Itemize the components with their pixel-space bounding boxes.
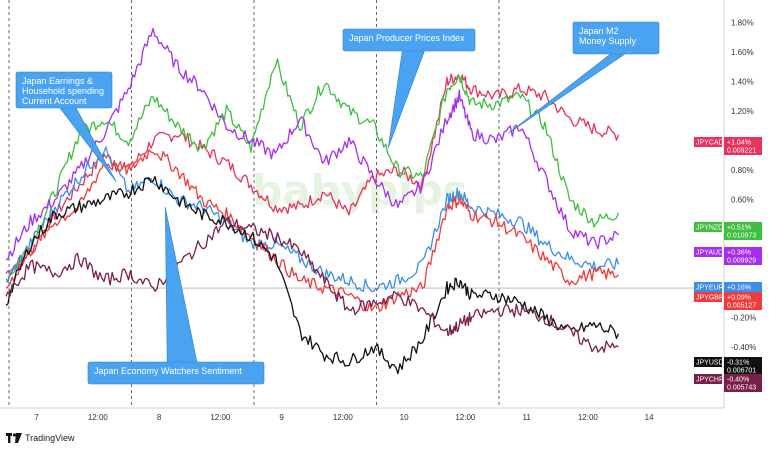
tag-change: -0.40% (727, 377, 749, 384)
x-tick-label: 8 (157, 413, 162, 422)
price-tag-jpyusd: JPYUSD -0.31%0.006701 (694, 357, 762, 375)
tag-price: 0.009221 (727, 148, 756, 155)
tag-symbol: JPYAUD (696, 250, 723, 257)
tag-price: 0.006701 (727, 368, 756, 375)
tag-change: -0.31% (727, 360, 749, 367)
tag-symbol-bg (694, 137, 722, 147)
y-tick-label: -0.40% (731, 343, 756, 352)
series-line-jpyusd (5, 175, 620, 375)
x-tick-label: 9 (279, 413, 284, 422)
series-line-jpyeur (5, 146, 620, 293)
x-axis: 7 12:00 8 12:00 9 12:00 10 12:00 11 12:00 14 (0, 407, 724, 422)
callout-box (87, 361, 265, 385)
price-tags: JPYCAD +1.04%0.009221 JPYNZD +0.51%0.010973… (694, 137, 762, 392)
tradingview-logo-icon (6, 433, 22, 443)
price-tag-jpyaud: JPYAUD +0.36%0.009929 (694, 247, 762, 265)
tag-change: +1.04% (727, 140, 751, 147)
x-tick-label: 12:00 (455, 413, 476, 422)
tag-price: 0.010973 (727, 233, 756, 240)
callout-line: Household spending (22, 86, 104, 96)
tag-symbol-bg (694, 282, 722, 292)
tag-value-bg (724, 292, 762, 310)
series-line-jpychf (5, 216, 619, 353)
y-tick-label: 0.60% (731, 196, 754, 205)
x-tick-label: 10 (400, 413, 409, 422)
x-tick-label: 12:00 (333, 413, 354, 422)
tag-value-bg (724, 247, 762, 265)
tag-value-bg (724, 357, 762, 375)
price-tag-jpynzd: JPYNZD +0.51%0.010973 (694, 222, 762, 240)
y-tick-label: -0.20% (731, 314, 756, 323)
tag-symbol: JPYCAD (696, 140, 724, 147)
price-tag-jpycad: JPYCAD +1.04%0.009221 (694, 137, 762, 155)
callout-box (15, 71, 113, 109)
series-line-jpyaud (5, 27, 619, 261)
series-line-jpygbp (5, 149, 619, 312)
tag-symbol-bg (694, 222, 722, 232)
x-tick-label: 12:00 (210, 413, 231, 422)
callout-line: Japan M2 (579, 26, 619, 36)
callout-box (342, 28, 476, 52)
tag-symbol-bg (694, 374, 722, 384)
x-tick-label: 11 (522, 413, 531, 422)
tag-symbol: JPYUSD (696, 360, 724, 367)
tag-symbol: JPYNZD (696, 225, 723, 232)
x-tick-label: 7 (34, 413, 39, 422)
tag-value-bg (724, 222, 762, 240)
y-tick-label: 1.40% (731, 78, 754, 87)
tag-symbol: JPYGBP (696, 295, 724, 302)
callout-line: Current Account (22, 96, 87, 106)
event-lines (8, 0, 500, 406)
tradingview-label: TradingView (25, 433, 75, 443)
price-tag-jpychf: JPYCHF -0.40%0.005743 (694, 374, 762, 392)
tag-value-bg (724, 137, 762, 155)
callout-ppi: Japan Producer Prices Index (342, 28, 476, 149)
tag-price: 0.005743 (727, 385, 756, 392)
tag-price: 0.009929 (727, 258, 756, 265)
tag-value-bg (724, 374, 762, 392)
tag-symbol: JPYCHF (696, 377, 723, 384)
y-tick-label: 1.80% (731, 19, 754, 28)
tag-symbol-bg (694, 357, 722, 367)
tag-change: +0.16% (727, 285, 751, 292)
x-tick-label: 14 (645, 413, 654, 422)
callouts: Japan Earnings &Household spendingCurren… (15, 21, 660, 385)
callout-line: Japan Producer Prices Index (349, 33, 465, 43)
callout-box (572, 21, 660, 55)
y-tick-label: 1.20% (731, 107, 754, 116)
tag-symbol: JPYEUR (696, 285, 724, 292)
tag-price: 0.005127 (727, 303, 756, 310)
callout-line: Japan Economy Watchers Sentiment (94, 366, 242, 376)
tag-symbol-bg (694, 292, 722, 302)
price-tag-jpygbp: JPYGBP +0.09%0.005127 (694, 292, 762, 310)
tag-symbol-bg (694, 247, 722, 257)
x-tick-label: 12:00 (88, 413, 109, 422)
x-tick-label: 12:00 (578, 413, 599, 422)
babypips-watermark: babypips (252, 166, 467, 215)
series-lines (5, 27, 620, 375)
callout-earnings: Japan Earnings &Household spendingCurren… (15, 71, 117, 183)
tag-change: +0.51% (727, 225, 751, 232)
callout-watchers: Japan Economy Watchers Sentiment (87, 206, 265, 385)
y-tick-label: 0.80% (731, 166, 754, 175)
callout-line: Money Supply (579, 36, 637, 46)
y-tick-label: 1.60% (731, 48, 754, 57)
callout-line: Japan Earnings & (22, 76, 93, 86)
tag-change: +0.09% (727, 295, 751, 302)
tag-change: +0.36% (727, 250, 751, 257)
footer: TradingView (6, 431, 75, 445)
series-line-jpynzd (5, 58, 620, 283)
